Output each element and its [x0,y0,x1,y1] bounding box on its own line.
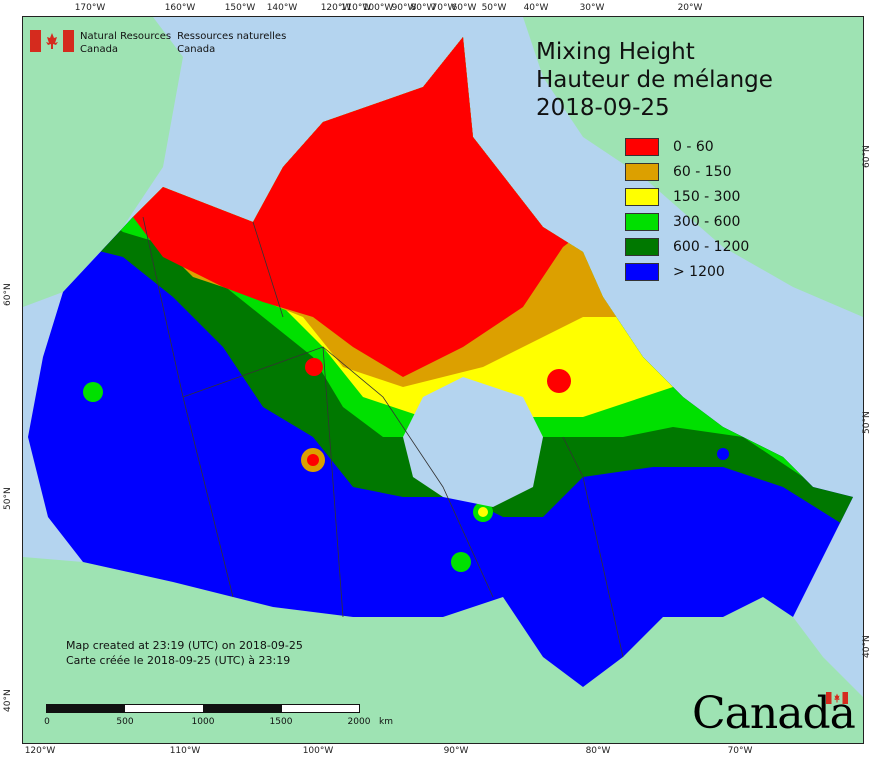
top-tick-90w: 90°W [391,3,417,13]
top-tick-80w: 80°W [410,3,436,13]
top-tick-30w: 30°W [579,3,605,13]
legend-label: > 1200 [673,263,725,280]
map-canvas [23,17,863,743]
legend-swatch [625,162,659,181]
map-frame [22,16,864,744]
bottom-tick-120w: 120°W [24,746,56,756]
legend-row: > 1200 [625,259,749,284]
top-tick-100w: 100°W [362,3,394,13]
bottom-tick-70w: 70°W [727,746,753,756]
scale-label-1500: 1500 [269,717,293,727]
top-tick-150w: 150°W [224,3,256,13]
legend-label: 60 - 150 [673,163,732,180]
org-name-en-2: Canada [80,44,119,55]
legend-label: 300 - 600 [673,213,741,230]
canada-flag-icon [30,30,74,52]
scale-label-2000: 2000 [347,717,371,727]
legend-swatch [625,187,659,206]
right-tick-50n: 50°N [862,411,872,434]
org-name-fr-1: Ressources naturelles [177,31,287,42]
right-tick-60n: 60°N [862,145,872,168]
wordmark-flag-icon [826,692,848,704]
top-tick-60w: 60°W [451,3,477,13]
left-tick-60n: 60°N [3,283,13,306]
org-name-en-1: Natural Resources [80,31,172,42]
legend-row: 300 - 600 [625,209,749,234]
legend-row: 0 - 60 [625,134,749,159]
left-tick-50n: 50°N [3,487,13,510]
legend-label: 150 - 300 [673,188,741,205]
top-tick-170w: 170°W [74,3,106,13]
scale-label-500: 500 [116,717,134,727]
right-tick-40n: 40°N [862,635,872,658]
legend-swatch [625,212,659,231]
map-title-en: Mixing Height [536,39,695,65]
bottom-tick-80w: 80°W [585,746,611,756]
top-tick-40w: 40°W [523,3,549,13]
map-date: 2018-09-25 [536,95,670,121]
legend-row: 600 - 1200 [625,234,749,259]
top-tick-50w: 50°W [481,3,507,13]
credit-en: Map created at 23:19 (UTC) on 2018-09-25 [66,639,303,652]
bottom-tick-90w: 90°W [443,746,469,756]
province-borders [142,216,624,658]
top-tick-120w: 120°W [320,3,352,13]
legend-label: 600 - 1200 [673,238,750,255]
top-tick-70w: 70°W [431,3,457,13]
top-tick-110w: 110°W [340,3,372,13]
bottom-tick-110w: 110°W [169,746,201,756]
legend-row: 150 - 300 [625,184,749,209]
map-title-fr: Hauteur de mélange [536,67,773,93]
top-tick-140w: 140°W [266,3,298,13]
legend-row: 60 - 150 [625,159,749,184]
org-name-fr-2: Canada [177,44,216,55]
greenland-land [523,17,863,317]
nrcan-signature: Natural Resources Canada Ressources natu… [30,30,286,56]
map-title-block: Mixing Height Hauteur de mélange 2018-09… [536,38,773,122]
scale-unit: km [379,717,393,727]
top-tick-20w: 20°W [677,3,703,13]
alaska-land [23,17,183,307]
legend-swatch [625,262,659,281]
credit-fr: Carte créée le 2018-09-25 (UTC) à 23:19 [66,654,291,667]
legend: 0 - 60 60 - 150 150 - 300 300 - 600 600 - 12… [625,134,749,284]
scale-label-0: 0 [44,717,50,727]
scale-bar: 0 500 1000 1500 2000 km [44,704,393,727]
legend-swatch [625,137,659,156]
left-tick-40n: 40°N [3,689,13,712]
map-credit: Map created at 23:19 (UTC) on 2018-09-25… [66,638,303,668]
usa-land [23,557,863,743]
legend-label: 0 - 60 [673,138,714,155]
legend-swatch [625,237,659,256]
scale-label-1000: 1000 [191,717,215,727]
top-tick-160w: 160°W [164,3,196,13]
bottom-tick-100w: 100°W [302,746,334,756]
